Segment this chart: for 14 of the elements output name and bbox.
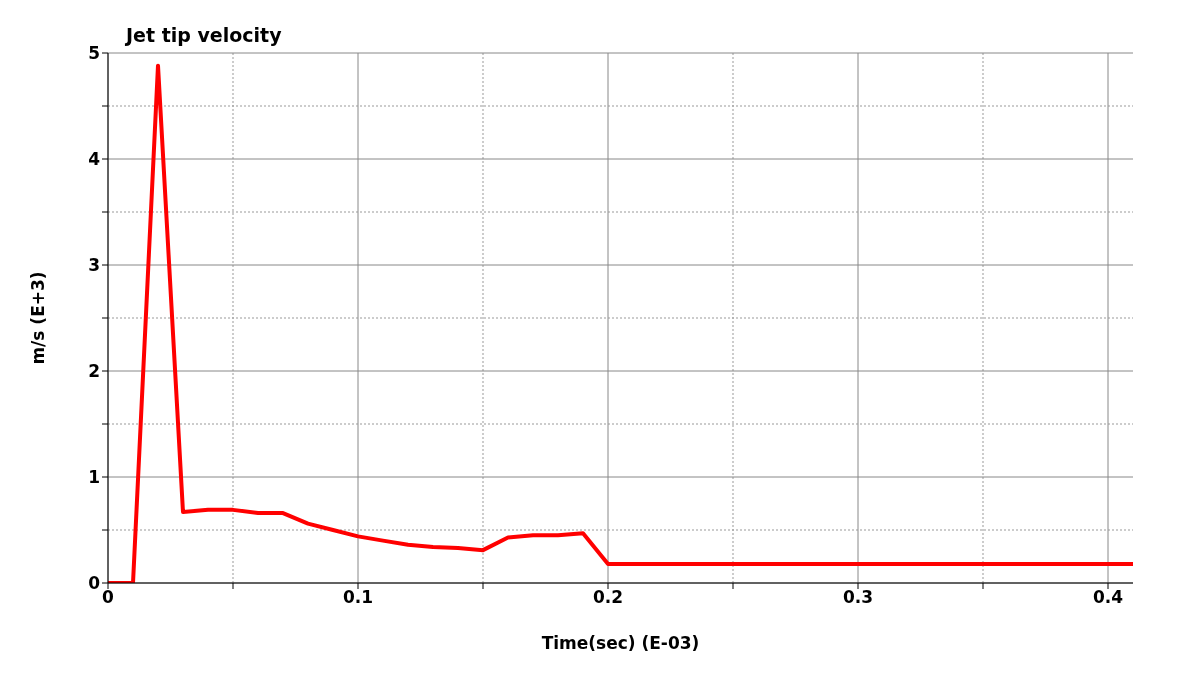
y-tick-label: 5 bbox=[88, 43, 100, 64]
x-tick-label: 0.4 bbox=[1092, 587, 1124, 608]
x-tick-label: 0 bbox=[102, 587, 115, 608]
y-tick-label: 0 bbox=[88, 573, 101, 594]
y-tick-label: 3 bbox=[88, 255, 100, 276]
y-tick-label: 4 bbox=[88, 149, 101, 170]
chart-title: Jet tip velocity bbox=[126, 24, 282, 46]
x-tick-label: 0.3 bbox=[842, 587, 874, 608]
x-tick-label: 0.2 bbox=[592, 587, 624, 608]
y-tick-label: 1 bbox=[88, 467, 100, 488]
x-axis-title: Time(sec) (E-03) bbox=[541, 633, 700, 653]
y-tick-label: 2 bbox=[88, 361, 100, 382]
x-tick-label: 0.1 bbox=[342, 587, 374, 608]
y-axis-title: m/s (E+3) bbox=[28, 271, 49, 365]
